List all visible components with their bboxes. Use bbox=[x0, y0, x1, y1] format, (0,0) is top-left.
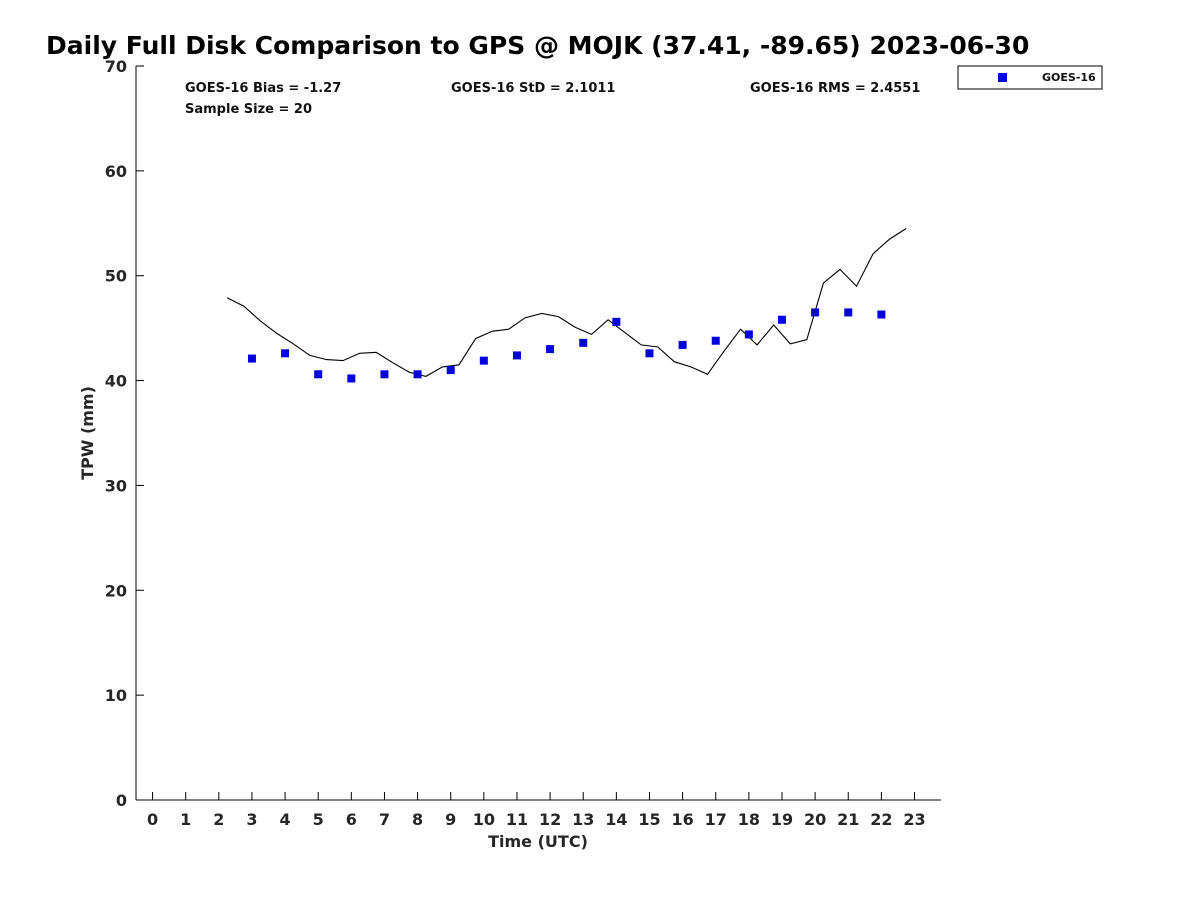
goes16-point bbox=[711, 336, 720, 345]
x-tick-label: 18 bbox=[738, 810, 760, 829]
stat-bias: GOES-16 Bias = -1.27 bbox=[185, 81, 341, 96]
x-tick-label: 0 bbox=[147, 810, 158, 829]
x-tick-label: 12 bbox=[539, 810, 561, 829]
goes16-point bbox=[777, 315, 786, 324]
goes16-point bbox=[645, 349, 654, 358]
goes16-point bbox=[512, 351, 521, 360]
x-tick-label: 2 bbox=[213, 810, 224, 829]
goes16-point bbox=[678, 340, 687, 349]
y-tick-label: 50 bbox=[105, 267, 127, 286]
y-tick-label: 30 bbox=[105, 476, 127, 495]
x-axis-label: Time (UTC) bbox=[488, 832, 588, 851]
x-tick-label: 1 bbox=[180, 810, 191, 829]
x-tick-label: 4 bbox=[280, 810, 291, 829]
x-tick-label: 15 bbox=[638, 810, 660, 829]
x-tick-label: 5 bbox=[313, 810, 324, 829]
x-tick-label: 17 bbox=[705, 810, 727, 829]
x-tick-label: 19 bbox=[771, 810, 793, 829]
x-tick-label: 13 bbox=[572, 810, 594, 829]
y-tick-label: 60 bbox=[105, 162, 127, 181]
legend-box bbox=[957, 65, 1103, 90]
goes16-point bbox=[877, 310, 886, 319]
goes16-point bbox=[247, 354, 256, 363]
goes16-point bbox=[347, 374, 356, 383]
y-tick-label: 40 bbox=[105, 372, 127, 391]
x-tick-label: 23 bbox=[903, 810, 925, 829]
goes16-point bbox=[844, 308, 853, 317]
x-tick-label: 22 bbox=[870, 810, 892, 829]
x-tick-label: 14 bbox=[605, 810, 627, 829]
goes16-point bbox=[380, 370, 389, 379]
y-tick-label: 70 bbox=[105, 57, 127, 76]
stat-sample-size: Sample Size = 20 bbox=[185, 102, 312, 117]
x-tick-label: 20 bbox=[804, 810, 826, 829]
goes16-point bbox=[479, 356, 488, 365]
x-tick-label: 6 bbox=[346, 810, 357, 829]
y-tick-label: 0 bbox=[116, 791, 127, 810]
legend: GOES-16 bbox=[957, 65, 1103, 90]
goes16-point bbox=[744, 330, 753, 339]
stat-rms: GOES-16 RMS = 2.4551 bbox=[750, 81, 920, 96]
legend-label: GOES-16 bbox=[1042, 71, 1096, 84]
x-tick-label: 21 bbox=[837, 810, 859, 829]
x-tick-label: 7 bbox=[379, 810, 390, 829]
chart-title: Daily Full Disk Comparison to GPS @ MOJK… bbox=[46, 31, 1029, 60]
x-tick-label: 3 bbox=[246, 810, 257, 829]
y-axis-label: TPW (mm) bbox=[78, 386, 97, 480]
x-tick-label: 8 bbox=[412, 810, 423, 829]
goes16-point bbox=[281, 349, 290, 358]
goes16-point bbox=[811, 308, 820, 317]
x-tick-label: 11 bbox=[506, 810, 528, 829]
reference-line bbox=[226, 228, 907, 377]
goes16-point bbox=[546, 345, 555, 354]
goes16-point bbox=[413, 370, 422, 379]
goes16-point bbox=[579, 338, 588, 347]
goes16-point bbox=[612, 317, 621, 326]
y-tick-label: 20 bbox=[105, 581, 127, 600]
y-tick-label: 10 bbox=[105, 686, 127, 705]
x-tick-label: 9 bbox=[445, 810, 456, 829]
goes16-point bbox=[314, 370, 323, 379]
legend-marker bbox=[998, 73, 1007, 82]
goes16-point bbox=[446, 366, 455, 375]
x-tick-label: 16 bbox=[671, 810, 693, 829]
x-tick-label: 10 bbox=[473, 810, 495, 829]
stat-std: GOES-16 StD = 2.1011 bbox=[451, 81, 615, 96]
